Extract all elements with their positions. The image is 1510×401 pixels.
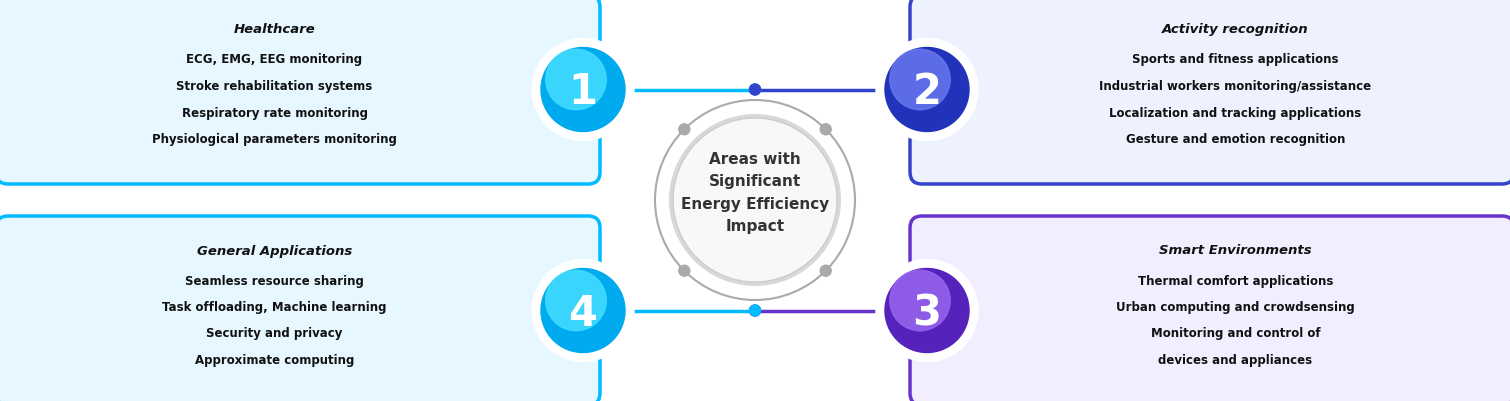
Circle shape xyxy=(749,85,761,96)
Circle shape xyxy=(532,260,634,362)
Text: ECG, EMG, EEG monitoring: ECG, EMG, EEG monitoring xyxy=(186,53,362,66)
Circle shape xyxy=(749,305,761,316)
Circle shape xyxy=(680,265,690,277)
Text: Thermal comfort applications: Thermal comfort applications xyxy=(1139,274,1333,287)
Text: 1: 1 xyxy=(568,71,598,113)
Text: Urban computing and crowdsensing: Urban computing and crowdsensing xyxy=(1116,300,1354,313)
Circle shape xyxy=(889,50,950,110)
Circle shape xyxy=(541,49,625,132)
Circle shape xyxy=(669,115,841,286)
FancyBboxPatch shape xyxy=(0,217,599,401)
Text: Approximate computing: Approximate computing xyxy=(195,353,355,366)
FancyBboxPatch shape xyxy=(911,217,1510,401)
Text: Areas with
Significant
Energy Efficiency
Impact: Areas with Significant Energy Efficiency… xyxy=(681,152,829,233)
Circle shape xyxy=(680,124,690,136)
Text: Monitoring and control of: Monitoring and control of xyxy=(1151,327,1320,340)
Circle shape xyxy=(673,119,837,282)
Text: Activity recognition: Activity recognition xyxy=(1163,23,1309,36)
Circle shape xyxy=(541,269,625,352)
Text: Sports and fitness applications: Sports and fitness applications xyxy=(1132,53,1339,66)
Circle shape xyxy=(876,260,978,362)
Circle shape xyxy=(532,39,634,141)
Circle shape xyxy=(820,265,831,277)
Text: Localization and tracking applications: Localization and tracking applications xyxy=(1110,106,1362,119)
Text: Stroke rehabilitation systems: Stroke rehabilitation systems xyxy=(177,80,373,93)
Circle shape xyxy=(545,271,606,331)
Text: Respiratory rate monitoring: Respiratory rate monitoring xyxy=(181,106,367,119)
Circle shape xyxy=(889,271,950,331)
Text: 2: 2 xyxy=(912,71,941,113)
Circle shape xyxy=(876,39,978,141)
Text: Industrial workers monitoring/assistance: Industrial workers monitoring/assistance xyxy=(1099,80,1371,93)
Circle shape xyxy=(545,50,606,110)
FancyBboxPatch shape xyxy=(911,0,1510,184)
Text: General Applications: General Applications xyxy=(196,244,352,257)
Text: Physiological parameters monitoring: Physiological parameters monitoring xyxy=(153,133,397,146)
FancyBboxPatch shape xyxy=(0,0,599,184)
Circle shape xyxy=(885,269,969,352)
Text: Smart Environments: Smart Environments xyxy=(1160,244,1312,257)
Circle shape xyxy=(885,49,969,132)
Text: Seamless resource sharing: Seamless resource sharing xyxy=(186,274,364,287)
Circle shape xyxy=(749,85,761,96)
Text: Healthcare: Healthcare xyxy=(234,23,316,36)
Circle shape xyxy=(820,124,831,136)
Text: 3: 3 xyxy=(912,292,942,334)
Text: devices and appliances: devices and appliances xyxy=(1158,353,1312,366)
Text: Gesture and emotion recognition: Gesture and emotion recognition xyxy=(1126,133,1345,146)
Text: 4: 4 xyxy=(569,292,598,334)
Text: Security and privacy: Security and privacy xyxy=(207,327,343,340)
Circle shape xyxy=(749,305,761,316)
Text: Task offloading, Machine learning: Task offloading, Machine learning xyxy=(162,300,387,313)
